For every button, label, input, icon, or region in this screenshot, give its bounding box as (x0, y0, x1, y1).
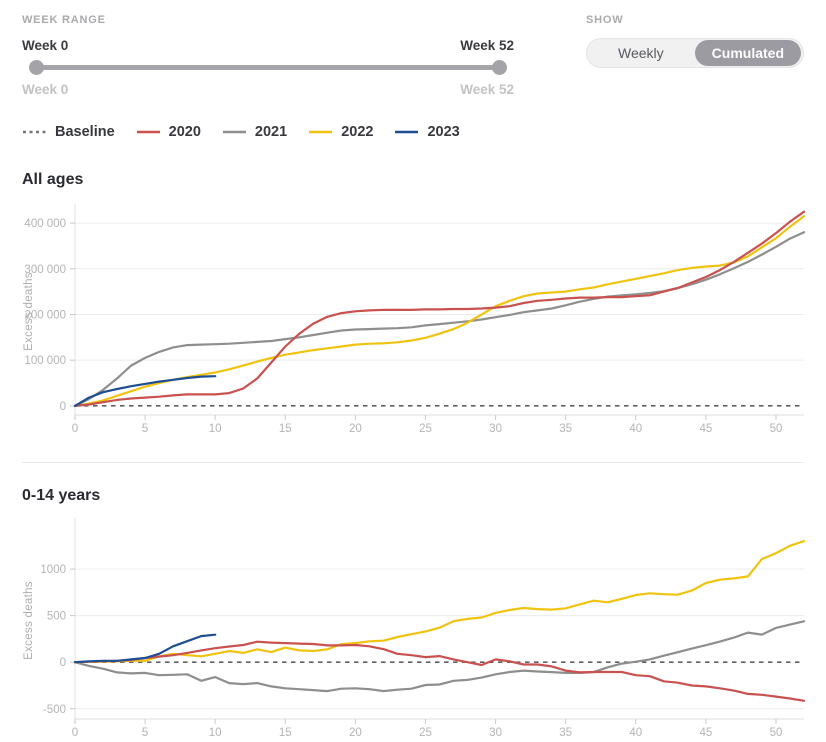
x-tick-label: 35 (559, 423, 572, 433)
series-line-2023 (73, 375, 217, 407)
week-range-end-value: Week 52 (460, 38, 514, 53)
series-line-2021 (73, 231, 806, 407)
week-range-control: WEEK RANGE Week 0 Week 52 Week 0 Week 52 (22, 14, 514, 97)
y-tick-label: 0 (60, 401, 66, 413)
x-tick-label: 45 (699, 727, 712, 737)
x-tick-label: 40 (629, 727, 642, 737)
week-range-start-value: Week 0 (22, 38, 69, 53)
x-tick-label: 15 (279, 423, 292, 433)
x-tick-label: 15 (279, 727, 292, 737)
y-tick-label: 200 000 (24, 309, 66, 321)
legend-label: 2022 (341, 124, 374, 140)
x-tick-label: 50 (770, 727, 783, 737)
series-line-2023 (73, 633, 217, 664)
show-label: SHOW (586, 14, 624, 26)
line-chart-svg: -500 0 500 1000 0 5 10 15 20 25 30 35 40 45 50 Excess d… (23, 518, 806, 739)
y-tick-label: -500 (43, 704, 66, 716)
legend-label: 2020 (168, 124, 201, 140)
series-line-2020 (73, 210, 806, 407)
x-tick-label: 0 (72, 423, 78, 433)
y-tick-label: 500 (47, 611, 66, 623)
legend-swatch-2022 (309, 130, 333, 134)
x-tick-label: 5 (142, 423, 148, 433)
week-range-handle-start[interactable] (29, 60, 44, 75)
ages-0-14-chart: -500 0 500 1000 0 5 10 15 20 25 30 35 40 45 50 Excess d… (22, 512, 806, 742)
week-range-bounds: Week 0 Week 52 (22, 82, 514, 97)
series-line-2022 (73, 540, 806, 664)
legend-item-baseline[interactable]: Baseline (22, 124, 115, 140)
x-tick-label: 40 (629, 423, 642, 433)
week-range-track[interactable] (32, 65, 504, 70)
x-tick-label: 10 (209, 423, 222, 433)
controls-row: WEEK RANGE Week 0 Week 52 Week 0 Week 52… (22, 14, 804, 97)
week-range-slider[interactable] (29, 60, 507, 75)
x-tick-label: 50 (770, 423, 783, 433)
x-tick-label: 35 (559, 727, 572, 737)
series-line-2020 (73, 640, 806, 702)
week-range-handle-end[interactable] (492, 60, 507, 75)
legend-swatch-2020 (136, 130, 160, 134)
line-chart-svg: 0 100 000 200 000 300 000 400 000 0 5 10 15 20 25 3… (23, 204, 806, 435)
show-control: SHOW Weekly Cumulated (586, 14, 804, 68)
legend-item-2020[interactable]: 2020 (136, 124, 201, 140)
series-line-2022 (73, 215, 806, 407)
week-range-values: Week 0 Week 52 (22, 38, 514, 53)
show-option-weekly[interactable]: Weekly (587, 39, 695, 67)
x-tick-label: 20 (349, 727, 362, 737)
y-tick-label: 1000 (40, 564, 66, 576)
legend-swatch-2021 (222, 130, 246, 134)
show-option-cumulated[interactable]: Cumulated (694, 40, 801, 66)
chart-title-all-ages: All ages (22, 171, 84, 188)
x-tick-label: 45 (699, 423, 712, 433)
week-range-max-label: Week 52 (460, 82, 514, 97)
all-ages-chart: 0 100 000 200 000 300 000 400 000 0 5 10 15 20 25 3… (22, 198, 806, 438)
x-tick-label: 20 (349, 423, 362, 433)
legend-swatch-baseline (23, 130, 46, 134)
y-tick-label: 0 (60, 657, 66, 669)
legend-swatch-2023 (395, 130, 419, 134)
legend-label: Baseline (55, 124, 115, 140)
week-range-label: WEEK RANGE (22, 14, 106, 26)
x-tick-label: 25 (419, 727, 432, 737)
y-axis-title: Excess deaths (23, 272, 35, 351)
legend-item-2022[interactable]: 2022 (308, 124, 373, 140)
x-tick-label: 25 (419, 423, 432, 433)
x-tick-label: 30 (489, 727, 502, 737)
x-tick-label: 10 (209, 727, 222, 737)
y-tick-label: 400 000 (24, 218, 66, 230)
week-range-min-label: Week 0 (22, 82, 69, 97)
x-tick-label: 0 (72, 727, 78, 737)
legend-item-2021[interactable]: 2021 (222, 124, 287, 140)
y-tick-label: 300 000 (24, 264, 66, 276)
y-axis-title: Excess deaths (23, 581, 35, 660)
legend-item-2023[interactable]: 2023 (394, 124, 460, 140)
legend-label: 2023 (427, 124, 460, 140)
x-tick-label: 5 (142, 727, 148, 737)
series-line-2021 (73, 620, 806, 693)
chart-legend: Baseline 2020 2021 2022 2023 (22, 124, 804, 140)
y-tick-label: 100 000 (24, 355, 66, 367)
section-divider (22, 462, 804, 463)
legend-label: 2021 (254, 124, 288, 140)
chart-title-0-14-years: 0-14 years (22, 487, 101, 504)
show-toggle: Weekly Cumulated (586, 38, 804, 68)
x-tick-label: 30 (489, 423, 502, 433)
